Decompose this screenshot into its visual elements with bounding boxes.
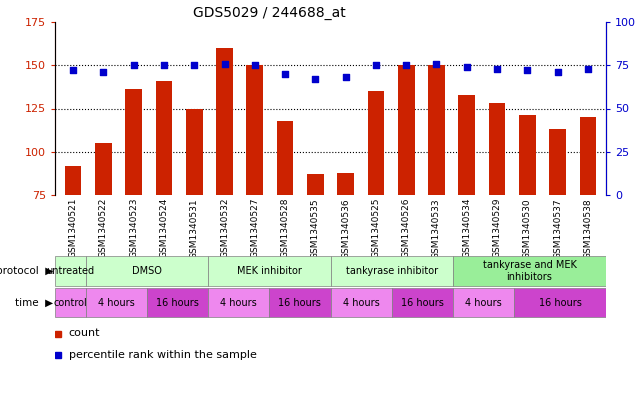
Text: GSM1340526: GSM1340526 bbox=[402, 198, 411, 259]
Point bbox=[462, 64, 472, 70]
Text: 16 hours: 16 hours bbox=[156, 298, 199, 307]
Text: percentile rank within the sample: percentile rank within the sample bbox=[69, 349, 256, 360]
Bar bbox=[208, 288, 269, 318]
Bar bbox=[65, 165, 81, 195]
Point bbox=[340, 74, 351, 81]
Bar bbox=[86, 288, 147, 318]
Text: protocol  ▶: protocol ▶ bbox=[0, 266, 53, 276]
Bar bbox=[398, 65, 415, 195]
Point bbox=[159, 62, 169, 68]
Point bbox=[98, 69, 108, 75]
Bar bbox=[579, 117, 596, 195]
Bar bbox=[453, 255, 606, 286]
Text: GSM1340521: GSM1340521 bbox=[69, 198, 78, 259]
Bar bbox=[453, 288, 514, 318]
Bar bbox=[549, 129, 566, 195]
Point bbox=[68, 67, 78, 73]
Text: MEK inhibitor: MEK inhibitor bbox=[237, 266, 302, 276]
Text: GSM1340537: GSM1340537 bbox=[553, 198, 562, 259]
Text: GSM1340529: GSM1340529 bbox=[492, 198, 501, 259]
Point bbox=[401, 62, 412, 68]
Bar bbox=[428, 65, 445, 195]
Bar bbox=[147, 288, 208, 318]
Text: GSM1340528: GSM1340528 bbox=[281, 198, 290, 259]
Point bbox=[553, 69, 563, 75]
Bar bbox=[514, 288, 606, 318]
Bar bbox=[277, 121, 294, 195]
Text: time  ▶: time ▶ bbox=[15, 298, 53, 307]
Text: GSM1340522: GSM1340522 bbox=[99, 198, 108, 258]
Text: GSM1340538: GSM1340538 bbox=[583, 198, 592, 259]
Text: GSM1340523: GSM1340523 bbox=[129, 198, 138, 259]
Text: 4 hours: 4 hours bbox=[465, 298, 502, 307]
Text: GSM1340527: GSM1340527 bbox=[251, 198, 260, 259]
Text: GSM1340524: GSM1340524 bbox=[160, 198, 169, 258]
Text: GSM1340534: GSM1340534 bbox=[462, 198, 471, 259]
Text: 4 hours: 4 hours bbox=[221, 298, 257, 307]
Point bbox=[219, 61, 229, 67]
Point bbox=[250, 62, 260, 68]
Text: untreated: untreated bbox=[46, 266, 94, 276]
Bar bbox=[55, 288, 86, 318]
Text: 4 hours: 4 hours bbox=[343, 298, 379, 307]
Bar bbox=[367, 91, 384, 195]
Bar bbox=[331, 288, 392, 318]
Text: control: control bbox=[53, 298, 87, 307]
Text: tankyrase inhibitor: tankyrase inhibitor bbox=[345, 266, 438, 276]
Bar bbox=[458, 95, 475, 195]
Text: GSM1340525: GSM1340525 bbox=[371, 198, 380, 259]
Point bbox=[370, 62, 381, 68]
Text: GDS5029 / 244688_at: GDS5029 / 244688_at bbox=[193, 6, 345, 20]
Bar bbox=[269, 288, 331, 318]
Text: GSM1340532: GSM1340532 bbox=[220, 198, 229, 259]
Bar bbox=[337, 173, 354, 195]
Point bbox=[189, 62, 199, 68]
Bar bbox=[186, 108, 203, 195]
Text: 16 hours: 16 hours bbox=[278, 298, 321, 307]
Bar bbox=[392, 288, 453, 318]
Bar bbox=[488, 103, 505, 195]
Text: 16 hours: 16 hours bbox=[538, 298, 581, 307]
Point bbox=[310, 76, 320, 82]
Text: count: count bbox=[69, 329, 100, 338]
Bar bbox=[95, 143, 112, 195]
Bar bbox=[247, 65, 263, 195]
Point bbox=[492, 66, 502, 72]
Text: 4 hours: 4 hours bbox=[98, 298, 135, 307]
Bar bbox=[156, 81, 172, 195]
Bar bbox=[86, 255, 208, 286]
Point bbox=[431, 61, 442, 67]
Text: GSM1340530: GSM1340530 bbox=[523, 198, 532, 259]
Text: 16 hours: 16 hours bbox=[401, 298, 444, 307]
Bar bbox=[55, 255, 86, 286]
Bar bbox=[126, 90, 142, 195]
Bar bbox=[519, 116, 536, 195]
Bar bbox=[307, 174, 324, 195]
Text: DMSO: DMSO bbox=[132, 266, 162, 276]
Text: tankyrase and MEK
inhibitors: tankyrase and MEK inhibitors bbox=[483, 260, 576, 282]
Point bbox=[280, 71, 290, 77]
Text: GSM1340531: GSM1340531 bbox=[190, 198, 199, 259]
Text: GSM1340536: GSM1340536 bbox=[341, 198, 350, 259]
Bar bbox=[208, 255, 331, 286]
Point bbox=[583, 66, 593, 72]
Bar bbox=[331, 255, 453, 286]
Text: GSM1340535: GSM1340535 bbox=[311, 198, 320, 259]
Point bbox=[522, 67, 533, 73]
Text: GSM1340533: GSM1340533 bbox=[432, 198, 441, 259]
Point bbox=[129, 62, 139, 68]
Bar bbox=[216, 48, 233, 195]
